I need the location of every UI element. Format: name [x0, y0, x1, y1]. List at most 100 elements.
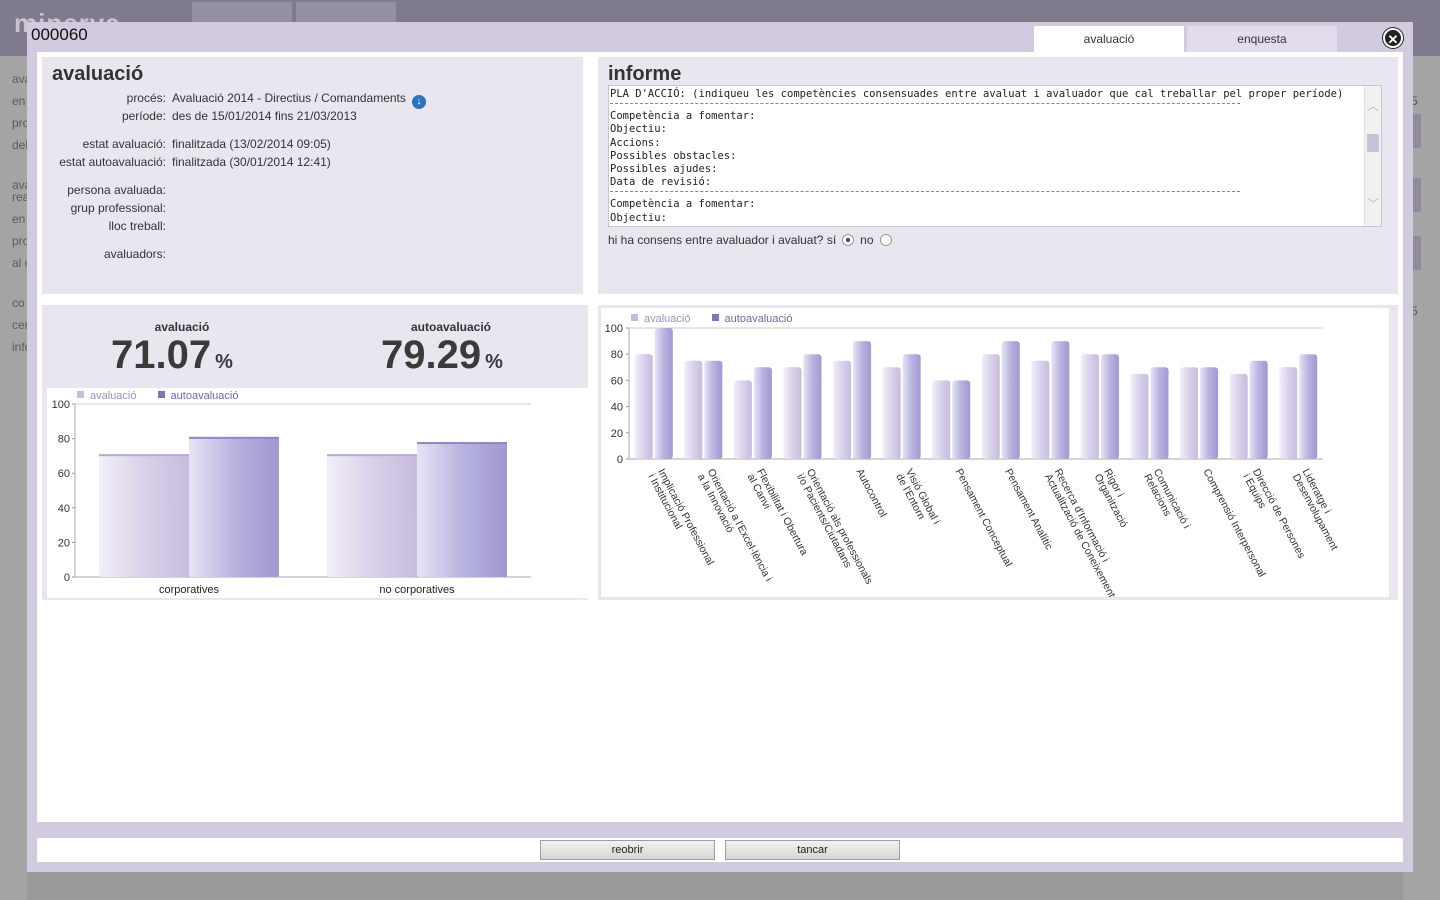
- field-value: Avaluació 2014 - Directius / Comandament…: [172, 91, 426, 109]
- bar: [902, 354, 921, 459]
- evaluation-score: 71.07%: [111, 333, 233, 377]
- competency-chart: avaluació autoavaluació 0 20 40 60 80 100 Impl…: [601, 308, 1389, 597]
- background-text: 5: [1411, 304, 1418, 318]
- reopen-button[interactable]: reobrir: [540, 840, 715, 860]
- bar: [882, 367, 901, 459]
- scroll-down-icon[interactable]: ﹀: [1367, 197, 1380, 211]
- sidebar-text: rea: [12, 190, 30, 204]
- y-tick-label: 20: [611, 428, 623, 440]
- bar: [1051, 341, 1070, 459]
- bar: [1200, 367, 1219, 459]
- tab-enquesta[interactable]: enquesta: [1187, 26, 1337, 52]
- field-label: estat avaluació:: [82, 137, 166, 151]
- bar: [684, 360, 703, 459]
- x-tick-label: corporatives: [159, 584, 219, 596]
- sidebar-text: cer: [12, 318, 29, 332]
- bar: [1130, 373, 1149, 459]
- report-textarea[interactable]: PLA D'ACCIÓ: (indiqueu les competències …: [608, 85, 1382, 227]
- bar: [952, 380, 971, 459]
- bar: [753, 367, 772, 459]
- sidebar-text: pro: [12, 116, 30, 130]
- bar: [1031, 360, 1050, 459]
- bar: [1080, 354, 1099, 459]
- y-tick-label: 100: [605, 323, 623, 335]
- summary-chart-legend: avaluació autoavaluació: [77, 390, 238, 402]
- consens-no-radio[interactable]: [879, 234, 892, 246]
- bar: [1279, 367, 1298, 459]
- info-icon[interactable]: ↓: [411, 95, 426, 109]
- bar: [1229, 373, 1248, 459]
- consens-yes-radio[interactable]: [842, 234, 855, 246]
- competency-panel: avaluació autoavaluació 0 20 40 60 80 100 Impl…: [598, 305, 1398, 600]
- close-button[interactable]: tancar: [725, 840, 900, 860]
- legend-swatch: [77, 391, 84, 398]
- report-block: Competència a fomentar: Objectiu: Accion…: [610, 110, 756, 189]
- legend-label: avaluació: [644, 313, 691, 325]
- bar-top: [327, 454, 417, 457]
- bar: [1249, 360, 1268, 459]
- report-scrollbar[interactable]: ︿ ﹀: [1364, 86, 1381, 226]
- background-tab: [296, 2, 396, 24]
- report-block: Competència a fomentar: Objectiu:: [610, 198, 756, 224]
- field-label: persona avaluada:: [67, 183, 166, 197]
- bar: [1150, 367, 1169, 459]
- field-label: avaluadors:: [103, 247, 166, 261]
- summary-chart-svg: 0 20 40 60 80 100 corporatives no corporatives: [52, 399, 531, 596]
- sidebar-text: en: [12, 94, 26, 108]
- legend-label: avaluació: [90, 390, 137, 402]
- report-title: informe: [608, 63, 682, 85]
- sidebar-text: al c: [12, 256, 31, 270]
- self-score: 79.29%: [381, 333, 503, 377]
- sidebar-text: pro: [12, 234, 30, 248]
- legend-swatch: [711, 314, 719, 321]
- bar: [634, 354, 653, 459]
- report-header: PLA D'ACCIÓ: (indiqueu les competències …: [610, 88, 1344, 100]
- modal-title: 000060: [31, 25, 88, 44]
- report-separator: [610, 103, 1240, 105]
- bar: [189, 436, 279, 577]
- bar-top: [417, 442, 507, 445]
- y-tick-label: 80: [611, 349, 623, 361]
- y-tick-label: 80: [58, 434, 70, 446]
- modal-footer: reobrir tancar: [37, 838, 1403, 862]
- field-value: finalitzada (30/01/2014 12:41): [172, 155, 331, 169]
- bar-top: [99, 454, 189, 457]
- bar: [417, 442, 507, 577]
- close-icon[interactable]: ✕: [1383, 28, 1403, 48]
- y-tick-label: 40: [58, 503, 70, 515]
- field-label: estat autoavaluació:: [59, 155, 166, 169]
- scrollbar-thumb[interactable]: [1367, 134, 1379, 152]
- evaluation-title: avaluació: [52, 63, 144, 85]
- sidebar-text: del: [12, 138, 29, 152]
- x-tick-label-group: Pensament Conceptual: [953, 467, 1015, 569]
- scroll-up-icon[interactable]: ︿: [1367, 99, 1380, 113]
- modal-content: avaluació procés: Avaluació 2014 - Direc…: [37, 52, 1403, 822]
- sidebar-text: ava: [12, 178, 32, 192]
- x-tick-label-group: Autocontrol: [853, 467, 889, 520]
- evaluation-panel: avaluació procés: Avaluació 2014 - Direc…: [42, 57, 583, 294]
- report-text: PLA D'ACCIÓ: (indiqueu les competències …: [610, 88, 1355, 225]
- field-label: lloc treball:: [108, 219, 166, 233]
- bar: [981, 354, 1000, 459]
- evaluation-modal: 000060 avaluació enquesta ✕ avaluació pr…: [27, 22, 1413, 872]
- report-panel: informe PLA D'ACCIÓ: (indiqueu les compe…: [598, 57, 1398, 294]
- summary-chart: avaluació autoavaluació 0 20 40 60 80 100 corp…: [47, 388, 588, 598]
- legend-label: autoavaluació: [170, 390, 239, 402]
- y-tick-label: 40: [611, 402, 623, 414]
- consens-no-label: no: [860, 233, 874, 247]
- x-tick-label-group: Visió Global ide l'Entorn: [893, 467, 942, 527]
- self-score-label: autoavaluació: [410, 320, 492, 334]
- y-tick-label: 0: [64, 572, 70, 584]
- field-label: procés:: [126, 91, 166, 105]
- bar: [932, 380, 951, 459]
- sidebar-text: info: [12, 340, 32, 354]
- bar: [853, 341, 872, 459]
- background-sidebar: ava en pro del ava rea en pro al c co ce…: [0, 56, 31, 900]
- bar: [654, 328, 673, 459]
- tab-avaluacio[interactable]: avaluació: [1034, 26, 1184, 52]
- sidebar-text: co: [12, 296, 25, 310]
- field-value: finalitzada (13/02/2014 09:05): [172, 137, 331, 151]
- bar: [327, 454, 417, 577]
